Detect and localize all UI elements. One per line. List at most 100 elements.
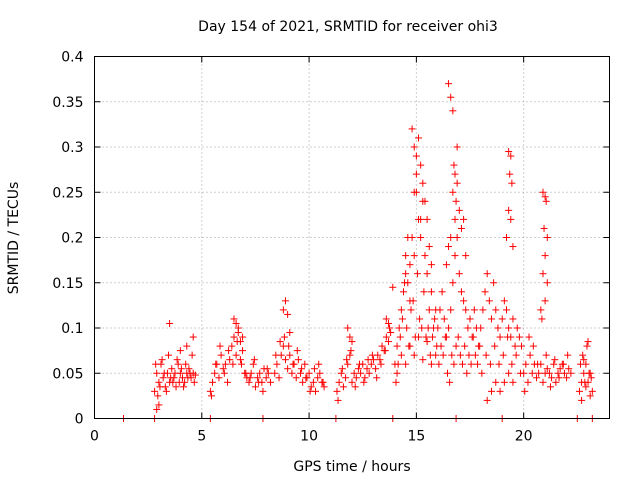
data-point (452, 342, 460, 350)
data-point (402, 360, 410, 368)
data-point (524, 378, 532, 386)
data-point (373, 374, 381, 382)
data-point (554, 369, 562, 377)
data-point (393, 369, 401, 377)
data-point (451, 215, 459, 223)
data-point (162, 387, 170, 395)
data-point (402, 252, 410, 260)
data-point (232, 319, 240, 327)
data-point (445, 243, 453, 251)
data-point (578, 396, 586, 404)
data-point (180, 383, 188, 391)
data-point (505, 206, 513, 214)
data-point (479, 306, 487, 314)
data-point (583, 342, 591, 350)
data-point (216, 342, 224, 350)
data-point (541, 297, 549, 305)
data-point (463, 369, 471, 377)
data-point (515, 333, 523, 341)
data-point (288, 369, 296, 377)
data-point (410, 351, 418, 359)
data-point (491, 342, 499, 350)
data-point (421, 252, 429, 260)
data-point (503, 234, 510, 241)
data-point (176, 347, 184, 355)
data-point (174, 360, 182, 368)
data-point (255, 378, 263, 386)
data-point (505, 369, 513, 377)
data-point (410, 143, 418, 151)
data-point (585, 369, 593, 377)
data-point (348, 378, 356, 386)
data-point (417, 215, 425, 223)
grid (94, 56, 610, 419)
data-point (307, 383, 315, 391)
data-point (155, 378, 163, 386)
data-point (286, 351, 294, 359)
data-point (581, 378, 589, 386)
data-point (153, 369, 161, 377)
data-point (446, 378, 454, 386)
data-point (438, 288, 446, 296)
data-point (245, 378, 253, 386)
data-point (423, 338, 431, 346)
data-point (396, 333, 404, 341)
data-point (344, 324, 352, 332)
data-point (271, 369, 279, 377)
data-point (401, 279, 409, 287)
data-point (409, 297, 417, 305)
y-tick-label: 0 (75, 412, 84, 428)
data-point (427, 261, 435, 269)
data-point (470, 306, 478, 314)
data-point (212, 360, 220, 368)
data-point (153, 405, 161, 413)
data-point (229, 360, 237, 368)
y-tick-label: 0.05 (52, 366, 83, 382)
data-point (392, 378, 400, 386)
data-point (439, 351, 447, 359)
data-point (543, 279, 551, 287)
data-point (520, 369, 528, 377)
data-point (580, 356, 588, 364)
data-point (499, 351, 507, 359)
data-point (354, 365, 362, 373)
data-point (182, 360, 190, 368)
data-point (264, 369, 272, 377)
data-point (156, 383, 164, 391)
data-point (522, 360, 530, 368)
data-point (535, 369, 543, 377)
data-point (460, 297, 468, 305)
data-point (215, 374, 223, 382)
data-point (451, 170, 459, 178)
data-point (309, 378, 317, 386)
data-point (435, 360, 443, 368)
data-point (347, 347, 355, 355)
data-point (207, 392, 215, 400)
data-point (186, 369, 194, 377)
data-point (534, 360, 542, 368)
data-point (404, 234, 412, 241)
data-point (364, 356, 372, 364)
data-point (263, 365, 271, 373)
data-point (297, 369, 304, 377)
data-point (508, 179, 516, 187)
data-point (419, 179, 427, 187)
data-point (449, 279, 457, 287)
data-point (293, 347, 301, 355)
data-point (460, 215, 468, 223)
data-point (209, 378, 217, 386)
data-point (292, 374, 300, 382)
data-point (575, 387, 583, 395)
data-point (173, 356, 181, 364)
data-point (348, 338, 356, 346)
data-point (563, 374, 571, 382)
data-point (450, 360, 458, 368)
data-point (518, 342, 526, 350)
data-point (256, 369, 264, 377)
data-point (389, 283, 397, 291)
data-point (413, 270, 421, 278)
data-point (478, 369, 486, 377)
data-point (301, 360, 309, 368)
data-point (169, 378, 177, 386)
